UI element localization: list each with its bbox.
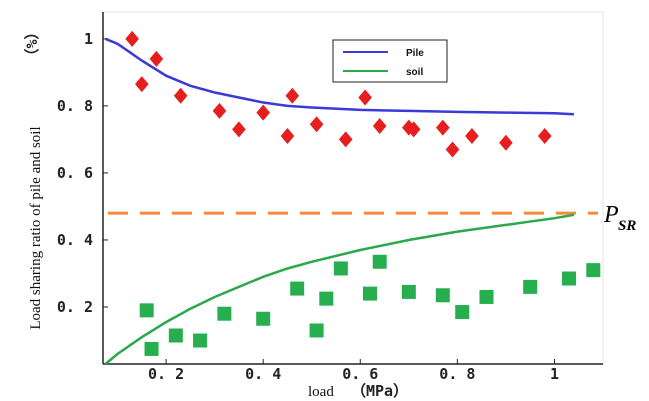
pile-data-point [285,87,300,104]
pile-data-point [280,128,295,145]
pile-data-point [232,121,246,138]
x-axis-label: load [308,384,334,400]
y-tick-label: 1 [84,30,93,48]
soil-data-point [455,305,470,320]
pile-data-point [537,128,552,145]
pile-data-point [338,131,353,148]
pile-data-point [372,117,387,134]
soil-data-point [523,279,538,294]
pile-data-point [358,89,372,106]
pile-data-point [309,116,324,133]
pile-data-point [135,76,149,93]
soil-data-point [256,311,271,326]
y-tick-label: 0. 8 [57,97,93,115]
pile-data-point [173,87,188,104]
soil-fit-curve [104,213,575,365]
y-tick-label: 0. 2 [57,298,93,316]
pile-data-point [445,141,460,158]
x-axis-title: load （MPa） [308,382,408,400]
legend: Pile soil [332,39,448,83]
soil-data-point [479,289,494,304]
x-tick-label: 1 [550,365,559,383]
pile-data-point [212,102,227,119]
soil-data-point [586,263,601,278]
soil-data-point [372,254,387,269]
soil-data-point [168,328,183,343]
pile-data-point [256,104,270,121]
pile-data-point [125,30,139,47]
soil-data-point [193,333,208,348]
legend-box [332,39,448,83]
x-tick-label: 0. 4 [245,365,281,383]
x-tick-label: 0. 2 [148,365,184,383]
x-tick-label: 0. 6 [342,365,378,383]
y-tick-label: 0. 6 [57,164,93,182]
soil-data-point [309,323,324,338]
soil-data-point [333,261,348,276]
pile-data-point [499,134,513,151]
soil-data-point [290,281,305,296]
legend-pile-label: Pile [406,48,424,59]
psr-label-sub: SR [618,218,636,234]
pile-data-point [465,128,479,145]
pile-fit-curve [104,37,574,116]
y-tick-label: 0. 4 [57,231,93,249]
x-tick-label: 0. 8 [439,365,475,383]
x-axis-unit: （MPa） [351,382,408,400]
soil-data-point [362,286,377,301]
pile-data-point [406,121,421,138]
y-axis-title: Load sharing ratio of pile and soil （%） [23,24,44,329]
soil-data-point [319,291,334,306]
legend-soil-label: soil [406,67,423,78]
soil-data-point [139,303,154,318]
soil-data-point [435,288,450,303]
y-axis-label: Load sharing ratio of pile and soil [28,126,44,329]
psr-label: P SR [603,202,636,234]
points-layer [125,30,601,356]
pile-data-point [149,50,164,67]
soil-data-point [144,341,159,356]
soil-data-point [217,306,232,321]
soil-data-point [401,284,416,299]
soil-data-point [562,271,577,286]
psr-label-main: P [603,202,619,228]
curves-layer [104,37,575,365]
y-axis-unit: （%） [23,24,41,63]
ticks-layer: 0. 2 0. 4 0. 6 0. 8 1 0. 2 0. 4 0. 6 0. 8 1 [57,30,559,383]
pile-data-point [436,119,450,136]
